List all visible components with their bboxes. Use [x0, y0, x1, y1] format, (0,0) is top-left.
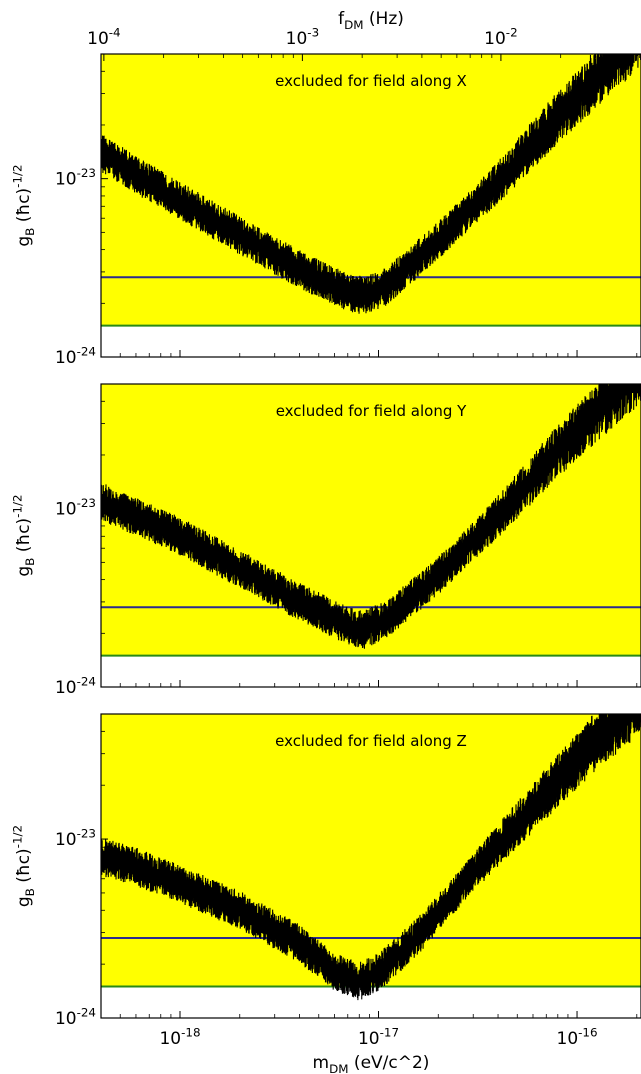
x-tick-label: 10-17	[358, 1025, 399, 1049]
plot-frame	[100, 713, 641, 1019]
top-x-axis-label: fDM (Hz)	[338, 9, 404, 32]
panel-annotation: excluded for field along Z	[275, 732, 467, 750]
x-tick-label: 10-16	[557, 1025, 598, 1049]
panel-annotation: excluded for field along X	[275, 72, 467, 90]
top-x-tick-label: 10-3	[286, 25, 320, 49]
y-tick-label: 10-23	[55, 166, 96, 190]
panel-annotation: excluded for field along Y	[276, 402, 467, 420]
panel-z: 10-24 10-23 gB (ħc)-1/2 excluded for field …	[10, 713, 641, 1074]
panel-y: 10-24 10-23 gB (ħc)-1/2 excluded for field …	[10, 383, 641, 698]
y-axis-label: gB (ħc)-1/2	[10, 164, 37, 246]
y-axis-label: gB (ħc)-1/2	[10, 494, 37, 576]
panel-x: 10-24 10-23 gB (ħc)-1/2 excluded for field …	[10, 9, 641, 368]
excluded-region	[101, 714, 641, 987]
x-axis-label: mDM (eV/c^2)	[313, 1053, 430, 1074]
top-x-tick-label: 10-4	[87, 25, 121, 49]
limit-curve	[101, 384, 641, 649]
top-x-tick-label: 10-2	[484, 25, 518, 49]
y-tick-label: 10-23	[55, 496, 96, 520]
plot-frame	[100, 383, 641, 688]
y-tick-label: 10-23	[55, 826, 96, 850]
plot-frame	[100, 53, 641, 358]
y-tick-label: 10-24	[55, 1005, 96, 1029]
y-tick-label: 10-24	[55, 344, 96, 368]
limit-curve	[101, 714, 641, 1001]
limit-curve	[101, 54, 641, 314]
y-tick-label: 10-24	[55, 674, 96, 698]
x-tick-label: 10-18	[159, 1025, 200, 1049]
excluded-region	[101, 384, 641, 656]
y-axis-label: gB (ħc)-1/2	[10, 825, 37, 907]
